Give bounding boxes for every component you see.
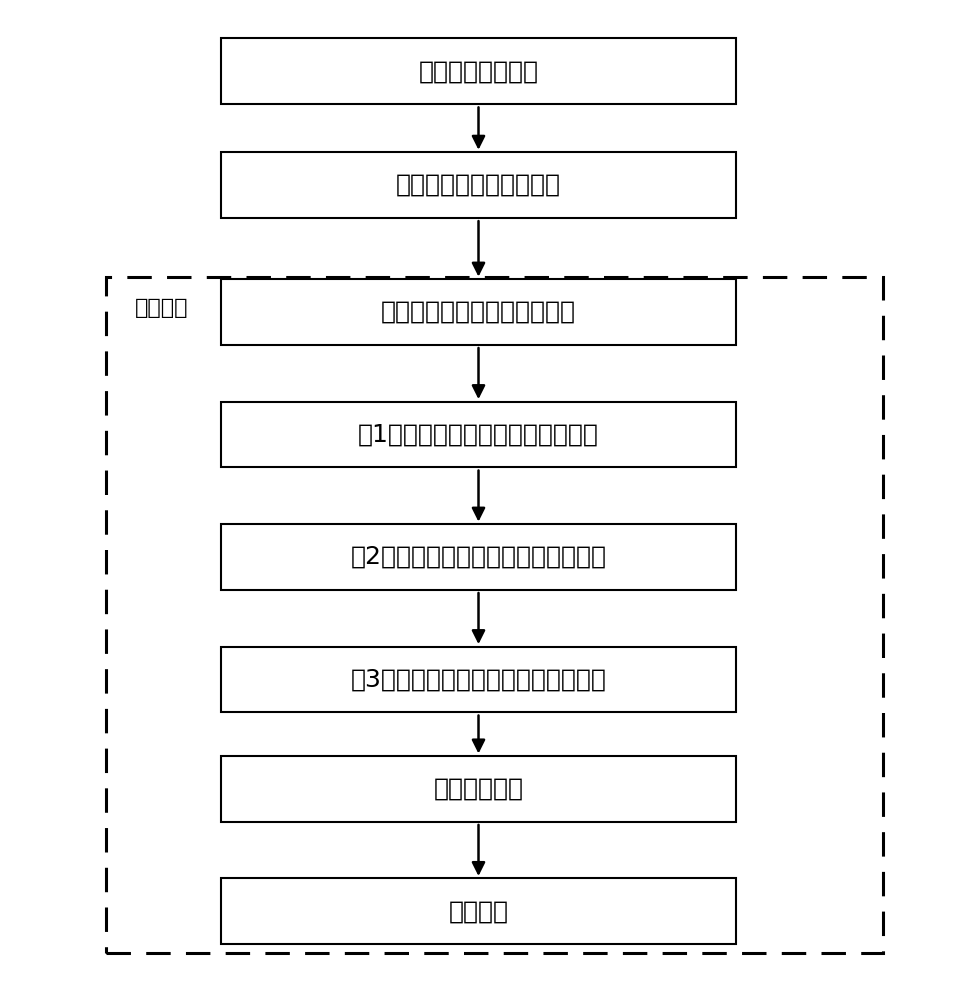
Bar — [221, 756, 736, 822]
Text: 可通行性分析: 可通行性分析 — [434, 777, 523, 801]
Text: 路径规划: 路径规划 — [449, 899, 508, 923]
Bar — [221, 152, 736, 218]
Bar — [221, 524, 736, 590]
Bar — [221, 279, 736, 345]
Bar — [221, 38, 736, 104]
Text: （3）计算车辆由该轨迹通行的起伏度: （3）计算车辆由该轨迹通行的起伏度 — [350, 667, 607, 691]
Text: （1）计算车辆由该轨迹通行的坡度: （1）计算车辆由该轨迹通行的坡度 — [358, 422, 599, 446]
Bar — [221, 878, 736, 944]
Bar — [221, 647, 736, 712]
Text: 第二步，轨迹搜索与生成: 第二步，轨迹搜索与生成 — [396, 173, 561, 197]
Text: 找出离当前轨迹最近的等高线: 找出离当前轨迹最近的等高线 — [381, 300, 576, 324]
Bar — [221, 402, 736, 467]
Text: 第一步，信息感知: 第一步，信息感知 — [418, 59, 539, 83]
Text: （2）计算车辆由该轨迹通行的粗糙度: （2）计算车辆由该轨迹通行的粗糙度 — [350, 545, 607, 569]
Text: 地形分析: 地形分析 — [135, 298, 189, 318]
Bar — [106, 277, 882, 953]
